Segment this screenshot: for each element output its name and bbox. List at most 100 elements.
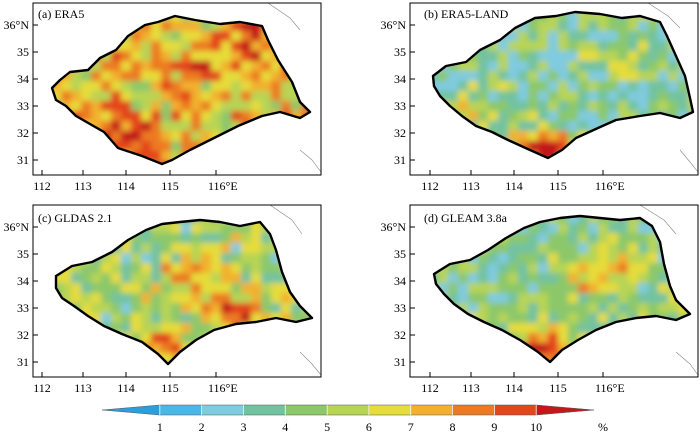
colorbar-tick-label: 1 xyxy=(157,420,163,434)
lon-ticks: 112 113 114 115 116°E xyxy=(33,372,238,395)
lon-tick-label: 112 xyxy=(421,381,439,395)
colorbar-swatch xyxy=(159,404,202,416)
lon-tick-label: 113 xyxy=(74,381,92,395)
lat-tick-label: 33 xyxy=(17,301,29,315)
lat-tick-label: 35 xyxy=(17,45,29,59)
colorbar-swatch xyxy=(410,404,453,416)
lat-tick-label: 34 xyxy=(17,72,29,86)
lon-ticks: 112 113 114 115 116°E xyxy=(421,372,625,395)
province-boundary xyxy=(299,351,321,376)
lat-tick-label: 33 xyxy=(394,301,406,315)
province-boundary xyxy=(647,3,681,29)
lat-ticks: 31 32 33 34 35 36°N xyxy=(381,18,415,167)
lon-tick-label: 113 xyxy=(462,381,480,395)
colorbar-tick-label: 2 xyxy=(199,420,205,434)
basin-outline-era5 xyxy=(50,14,312,166)
lon-ticks: 112 113 114 115 116°E xyxy=(33,170,238,193)
province-boundary xyxy=(299,149,321,173)
colorbar-tick-label: 9 xyxy=(491,420,497,434)
panel-gldas: (c) GLDAS 2.1 31 32 33 34 35 36°N 112 113 114 11… xyxy=(4,204,322,395)
basin-outline-gleam xyxy=(432,214,692,364)
heat-field-era5-land xyxy=(433,12,693,158)
basin-outline-era5-land xyxy=(431,10,695,160)
lat-tick-label: 32 xyxy=(394,328,406,342)
lat-tick-label: 34 xyxy=(394,72,406,86)
lon-tick-label: 112 xyxy=(33,179,51,193)
colorbar-tick-label: 10 xyxy=(530,420,542,434)
colorbar-swatch xyxy=(201,404,244,416)
province-boundary xyxy=(675,351,698,376)
lon-tick-label: 113 xyxy=(74,179,92,193)
lon-tick-label: 114 xyxy=(117,179,135,193)
colorbar-swatch xyxy=(452,404,495,416)
lon-tick-label: 112 xyxy=(33,381,51,395)
colorbar-tick-label: 5 xyxy=(324,420,330,434)
colorbar-swatch xyxy=(494,404,537,416)
panel-era5: (a) ERA5 31 32 33 34 35 36°N 112 113 114 115 116°… xyxy=(4,2,322,193)
province-boundary xyxy=(269,205,303,235)
lon-ticks: 112 113 114 115 116°E xyxy=(421,170,625,193)
lat-tick-label: 35 xyxy=(17,247,29,261)
map-frame xyxy=(409,2,699,176)
province-boundary xyxy=(679,149,698,173)
map-frame xyxy=(409,204,699,378)
colorbar-unit: % xyxy=(598,420,608,434)
lat-ticks: 31 32 33 34 35 36°N xyxy=(381,220,415,369)
lat-tick-label: 35 xyxy=(394,45,406,59)
colorbar-swatch xyxy=(368,404,411,416)
lon-tick-label: 116°E xyxy=(208,381,238,395)
lat-tick-label: 35 xyxy=(394,247,406,261)
colorbar-tick-label: 3 xyxy=(240,420,246,434)
colorbar-tick-label: 4 xyxy=(282,420,288,434)
lon-tick-label: 116°E xyxy=(208,179,238,193)
panel-label: (c) GLDAS 2.1 xyxy=(38,211,112,225)
heat-field-gldas xyxy=(56,220,312,364)
lat-tick-label: 36°N xyxy=(4,220,30,234)
lon-tick-label: 116°E xyxy=(595,381,625,395)
colorbar-swatch xyxy=(243,404,286,416)
lat-tick-label: 31 xyxy=(17,153,29,167)
lat-tick-label: 31 xyxy=(394,153,406,167)
lat-ticks: 31 32 33 34 35 36°N xyxy=(4,18,38,167)
lon-tick-label: 114 xyxy=(505,179,523,193)
province-boundary xyxy=(267,3,301,31)
lon-tick-label: 115 xyxy=(161,179,179,193)
colorbar-swatch xyxy=(326,404,370,416)
map-frame xyxy=(32,204,322,378)
panel-label: (d) GLEAM 3.8a xyxy=(424,211,508,225)
lat-tick-label: 34 xyxy=(17,274,29,288)
lon-tick-label: 113 xyxy=(462,179,480,193)
panel-label: (a) ERA5 xyxy=(38,7,84,21)
lon-tick-label: 116°E xyxy=(595,179,625,193)
panel-label: (b) ERA5-LAND xyxy=(424,7,509,21)
basin-outline-gldas xyxy=(54,218,314,366)
lat-tick-label: 36°N xyxy=(381,18,407,32)
province-boundary xyxy=(639,205,677,235)
lat-tick-label: 31 xyxy=(394,355,406,369)
colorbar-swatch xyxy=(535,404,595,416)
lon-tick-label: 112 xyxy=(421,179,439,193)
lon-tick-label: 115 xyxy=(549,381,567,395)
lat-tick-label: 32 xyxy=(17,126,29,140)
lat-tick-label: 32 xyxy=(17,328,29,342)
lat-ticks: 31 32 33 34 35 36°N xyxy=(4,220,38,369)
lat-tick-label: 31 xyxy=(17,355,29,369)
colorbar: 1 2 3 4 5 6 7 8 9 10% xyxy=(101,404,608,434)
colorbar-swatch xyxy=(285,404,328,416)
colorbar-tick-label: 6 xyxy=(366,420,372,434)
colorbar-tick-label: 7 xyxy=(408,420,414,434)
lat-tick-label: 33 xyxy=(394,99,406,113)
lon-tick-label: 114 xyxy=(117,381,135,395)
lat-tick-label: 33 xyxy=(17,99,29,113)
lat-tick-label: 32 xyxy=(394,126,406,140)
lat-tick-label: 34 xyxy=(394,274,406,288)
colorbar-tick-label: 8 xyxy=(450,420,456,434)
colorbar-swatch xyxy=(101,404,161,416)
map-frame xyxy=(32,2,322,176)
lat-tick-label: 36°N xyxy=(381,220,407,234)
lon-tick-label: 115 xyxy=(549,179,567,193)
lat-tick-label: 36°N xyxy=(4,18,30,32)
